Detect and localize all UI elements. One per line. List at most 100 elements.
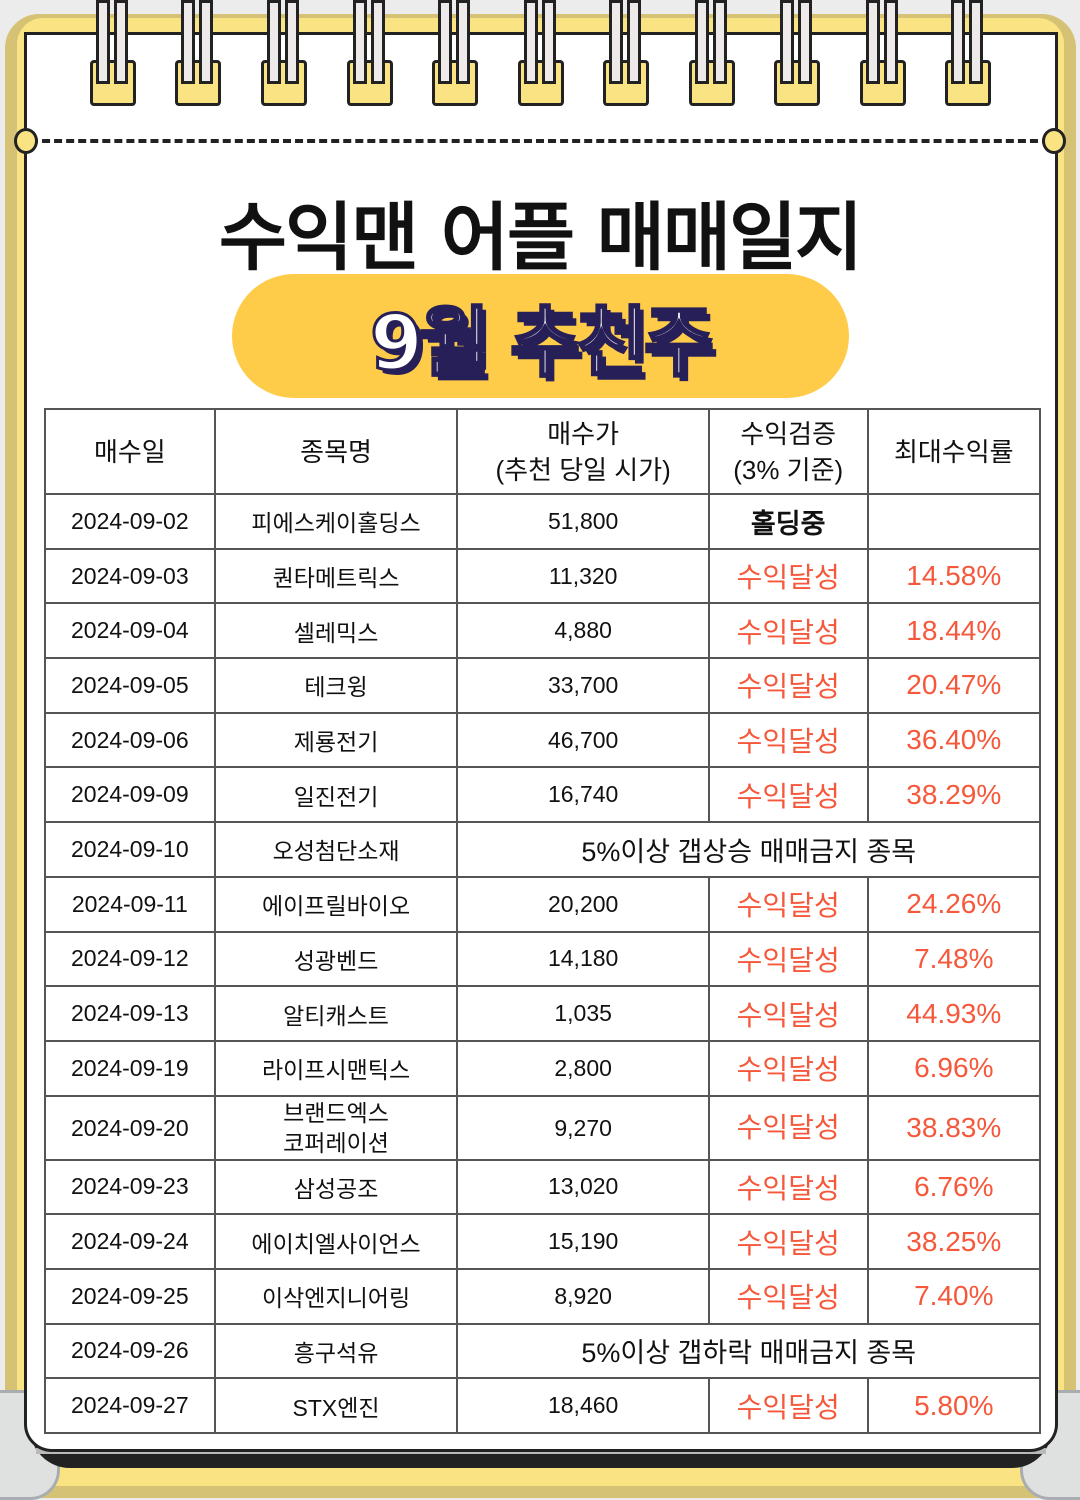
table-row: 2024-09-10 오성첨단소재 5%이상 갭상승 매매금지 종목 <box>44 821 1041 878</box>
notch-right <box>1042 128 1066 154</box>
buy-price: 4,880 <box>456 602 710 660</box>
buy-date: 2024-09-20 <box>44 1094 216 1161</box>
buy-date: 2024-09-23 <box>44 1158 216 1216</box>
verification-status: 수익달성 <box>707 711 869 769</box>
restriction-note: 5%이상 갭상승 매매금지 종목 <box>456 821 1041 878</box>
table-row: 2024-09-13 알티캐스트 1,035 수익달성 44.93% <box>44 985 1042 1042</box>
verification-status: 수익달성 <box>707 1267 869 1325</box>
verification-status: 수익달성 <box>707 657 869 714</box>
buy-price: 33,700 <box>456 657 710 714</box>
stock-name: 피에스케이홀딩스 <box>213 493 459 550</box>
stock-name: 이삭엔지니어링 <box>213 1267 459 1325</box>
column-header: 최대수익률 <box>866 408 1042 495</box>
max-return: 14.58% <box>866 547 1042 605</box>
table-row: 2024-09-04 셀레믹스 4,880 수익달성 18.44% <box>44 602 1042 660</box>
max-return: 7.48% <box>866 930 1042 988</box>
verification-status: 수익달성 <box>707 1039 869 1097</box>
binder-ring-icon <box>261 0 307 106</box>
binder-ring-icon <box>175 0 221 106</box>
buy-price: 1,035 <box>456 985 710 1042</box>
column-header: 수익검증 (3% 기준) <box>707 408 869 495</box>
buy-price: 51,800 <box>456 493 710 550</box>
stock-name: 에이치엘사이언스 <box>213 1213 459 1270</box>
binder-ring-icon <box>518 0 564 106</box>
buy-date: 2024-09-12 <box>44 930 216 988</box>
stock-name: 셀레믹스 <box>213 602 459 660</box>
stock-name: 브랜드엑스 코퍼레이션 <box>213 1094 459 1161</box>
stock-name: 성광벤드 <box>213 930 459 988</box>
table-row: 2024-09-25 이삭엔지니어링 8,920 수익달성 7.40% <box>44 1267 1042 1325</box>
verification-status: 수익달성 <box>707 930 869 988</box>
buy-date: 2024-09-24 <box>44 1213 216 1270</box>
buy-date: 2024-09-11 <box>44 875 216 933</box>
verification-status: 수익달성 <box>707 602 869 660</box>
column-header: 종목명 <box>213 408 459 495</box>
subtitle: 9월 추천주 <box>368 297 715 389</box>
stock-name: STX엔진 <box>213 1377 459 1434</box>
max-return: 6.76% <box>866 1158 1042 1216</box>
binder-ring-icon <box>90 0 136 106</box>
verification-status: 수익달성 <box>707 547 869 605</box>
stock-name: 에이프릴바이오 <box>213 875 459 933</box>
buy-price: 11,320 <box>456 547 710 605</box>
subtitle-badge: 9월 추천주 <box>232 274 849 398</box>
stock-name: 일진전기 <box>213 766 459 824</box>
table-row: 2024-09-12 성광벤드 14,180 수익달성 7.48% <box>44 930 1042 988</box>
buy-price: 15,190 <box>456 1213 710 1270</box>
binder-ring-icon <box>860 0 906 106</box>
table-row: 2024-09-06 제룡전기 46,700 수익달성 36.40% <box>44 711 1042 769</box>
binder-ring-icon <box>774 0 820 106</box>
binder-ring-icon <box>603 0 649 106</box>
notch-left <box>14 128 38 154</box>
buy-date: 2024-09-19 <box>44 1039 216 1097</box>
table-row: 2024-09-20 브랜드엑스 코퍼레이션 9,270 수익달성 38.83% <box>44 1094 1042 1161</box>
page-title: 수익맨 어플 매매일지 <box>218 195 863 281</box>
table-row: 2024-09-09 일진전기 16,740 수익달성 38.29% <box>44 766 1042 824</box>
stock-name: 흥구석유 <box>213 1322 459 1380</box>
table-row: 2024-09-19 라이프시맨틱스 2,800 수익달성 6.96% <box>44 1039 1042 1097</box>
verification-status: 수익달성 <box>707 766 869 824</box>
buy-price: 9,270 <box>456 1094 710 1161</box>
buy-date: 2024-09-25 <box>44 1267 216 1325</box>
max-return: 36.40% <box>866 711 1042 769</box>
verification-status: 수익달성 <box>707 1158 869 1216</box>
stock-name: 알티캐스트 <box>213 985 459 1042</box>
stock-name: 퀀타메트릭스 <box>213 547 459 605</box>
buy-price: 13,020 <box>456 1158 710 1216</box>
stock-name: 삼성공조 <box>213 1158 459 1216</box>
buy-date: 2024-09-06 <box>44 711 216 769</box>
max-return: 38.29% <box>866 766 1042 824</box>
verification-status: 수익달성 <box>707 1094 869 1161</box>
restriction-note: 5%이상 갭하락 매매금지 종목 <box>456 1322 1041 1380</box>
column-header: 매수일 <box>44 408 216 495</box>
column-header: 매수가 (추천 당일 시가) <box>456 408 710 495</box>
stock-name: 제룡전기 <box>213 711 459 769</box>
verification-status: 수익달성 <box>707 1213 869 1270</box>
buy-price: 8,920 <box>456 1267 710 1325</box>
buy-date: 2024-09-27 <box>44 1377 216 1434</box>
binder-ring-icon <box>347 0 393 106</box>
max-return: 24.26% <box>866 875 1042 933</box>
max-return: 20.47% <box>866 657 1042 714</box>
buy-date: 2024-09-03 <box>44 547 216 605</box>
max-return: 38.83% <box>866 1094 1042 1161</box>
verification-status: 수익달성 <box>707 875 869 933</box>
trade-log-table: 매수일 종목명 매수가 (추천 당일 시가) 수익검증 (3% 기준) 최대수익률 20… <box>44 408 1042 1434</box>
binder-ring-icon <box>689 0 735 106</box>
verification-status: 수익달성 <box>707 985 869 1042</box>
buy-date: 2024-09-13 <box>44 985 216 1042</box>
table-row: 2024-09-05 테크윙 33,700 수익달성 20.47% <box>44 657 1042 714</box>
max-return: 38.25% <box>866 1213 1042 1270</box>
perforation-line <box>30 139 1050 143</box>
buy-date: 2024-09-02 <box>44 493 216 550</box>
table-header-row: 매수일 종목명 매수가 (추천 당일 시가) 수익검증 (3% 기준) 최대수익률 <box>44 408 1042 495</box>
stock-name: 라이프시맨틱스 <box>213 1039 459 1097</box>
buy-price: 20,200 <box>456 875 710 933</box>
table-row: 2024-09-27 STX엔진 18,460 수익달성 5.80% <box>44 1377 1042 1434</box>
table-row: 2024-09-03 퀀타메트릭스 11,320 수익달성 14.58% <box>44 547 1042 605</box>
buy-price: 46,700 <box>456 711 710 769</box>
buy-date: 2024-09-09 <box>44 766 216 824</box>
buy-price: 14,180 <box>456 930 710 988</box>
table-row: 2024-09-23 삼성공조 13,020 수익달성 6.76% <box>44 1158 1042 1216</box>
max-return <box>866 493 1042 550</box>
